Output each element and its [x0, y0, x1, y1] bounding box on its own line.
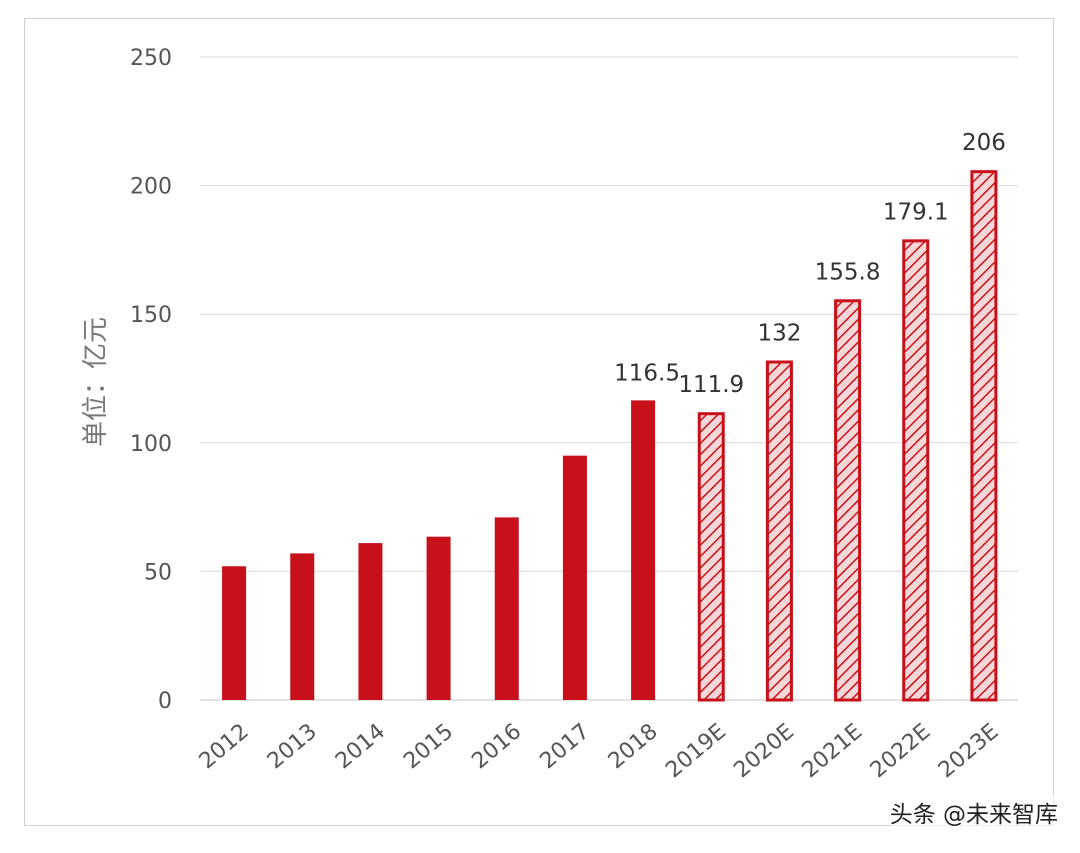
x-tick-label: 2018 — [604, 719, 663, 774]
data-label: 132 — [757, 320, 801, 346]
watermark: 头条 @未来智库 — [889, 795, 1058, 829]
x-tick-label: 2020E — [729, 719, 799, 783]
bar-forecast-2019E — [697, 412, 725, 702]
bar-2018 — [631, 400, 656, 700]
x-axis-ticks: 2012 2013 2014 2015 2016 2017 20182019E2020E20… — [195, 719, 1004, 783]
y-tick-label: 150 — [130, 303, 172, 328]
data-label: 155.8 — [815, 259, 881, 285]
x-tick-label: 2021E — [798, 719, 868, 783]
x-tick-label: 2014 — [331, 719, 390, 774]
y-axis-title: 单位：亿元 — [81, 317, 111, 447]
chart-frame — [24, 18, 1054, 826]
data-label: 206 — [962, 130, 1006, 156]
x-tick-label: 2012 — [195, 719, 254, 774]
y-tick-label: 0 — [158, 689, 172, 714]
bar-2015 — [426, 536, 451, 700]
x-tick-label: 2019E — [661, 719, 731, 783]
bar-forecast-2021E — [834, 299, 862, 702]
data-label: 116.5 — [614, 360, 680, 386]
x-tick-label: 2022E — [866, 719, 936, 783]
y-tick-label: 250 — [130, 46, 172, 71]
x-tick-label: 2013 — [263, 719, 322, 774]
gridlines — [200, 56, 1018, 701]
bar-forecast-2020E — [765, 360, 793, 702]
y-tick-label: 100 — [130, 432, 172, 457]
bar-forecast-2022E — [902, 239, 930, 702]
data-label: 179.1 — [883, 199, 949, 225]
bar-2013 — [290, 553, 315, 700]
y-tick-label: 50 — [144, 560, 172, 585]
data-label: 111.9 — [678, 372, 744, 398]
x-tick-label: 2023E — [934, 719, 1004, 783]
bar-forecast-2023E — [970, 170, 998, 702]
bar-2012 — [222, 566, 247, 700]
x-tick-label: 2016 — [467, 719, 526, 774]
bar-2017 — [562, 455, 587, 700]
y-axis-ticks: 0 50 100 150 200 250 — [130, 46, 172, 714]
bar-2014 — [358, 543, 383, 700]
bars — [222, 170, 998, 702]
y-tick-label: 200 — [130, 175, 172, 200]
x-tick-label: 2015 — [399, 719, 458, 774]
bar-2016 — [494, 517, 519, 700]
x-tick-label: 2017 — [536, 719, 595, 774]
